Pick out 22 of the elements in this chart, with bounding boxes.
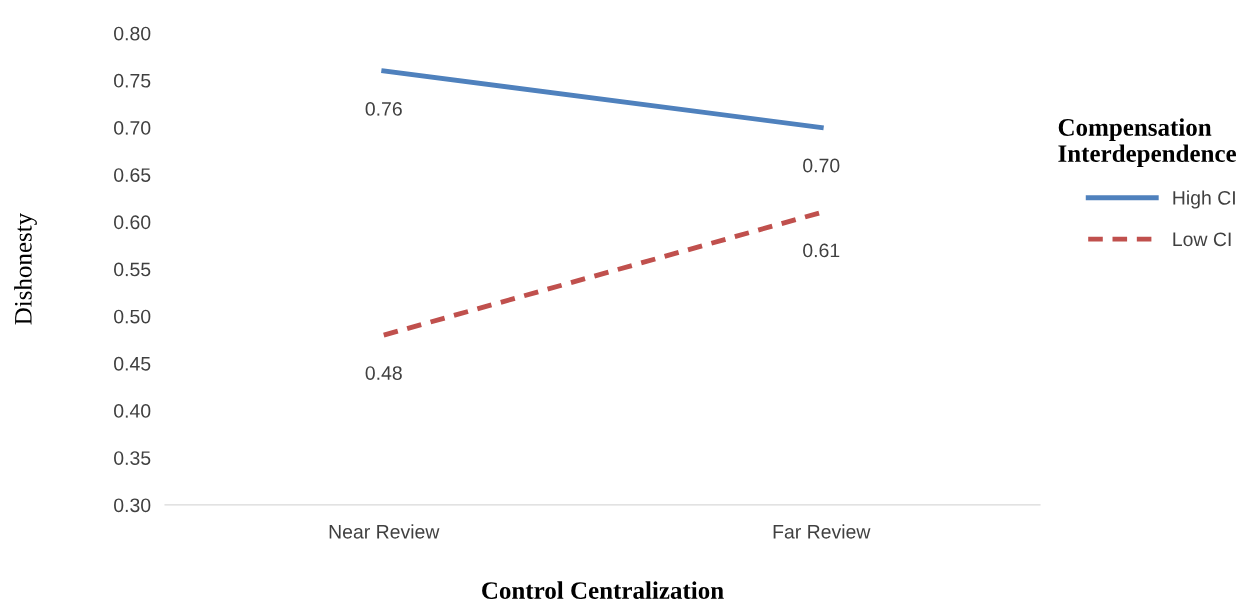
y-tick-label: 0.60	[114, 215, 151, 230]
data-label: 0.48	[365, 366, 402, 380]
data-label: 0.61	[803, 243, 840, 258]
legend-label: Low CI	[1173, 232, 1231, 247]
y-tick-label: 0.30	[114, 498, 151, 513]
x-tick-label: Far Review	[773, 524, 871, 539]
y-tick-label: 0.80	[114, 26, 151, 41]
y-tick-label: 0.40	[114, 404, 151, 418]
data-label: 0.70	[803, 158, 840, 173]
x-tick-label: Near Review	[329, 524, 440, 539]
legend-label: High CI	[1173, 190, 1235, 209]
y-tick-label: 0.55	[114, 262, 151, 277]
y-tick-label: 0.70	[114, 121, 151, 135]
legend-title: Compensation Interdependence	[1058, 118, 1236, 168]
y-axis-title: Dishonesty	[14, 212, 37, 325]
data-label: 0.76	[365, 102, 402, 116]
y-tick-label: 0.75	[114, 73, 151, 88]
y-tick-label: 0.35	[114, 451, 151, 465]
y-tick-label: 0.45	[114, 356, 151, 371]
x-axis-title: Control Centralization	[482, 581, 724, 599]
y-tick-label: 0.50	[114, 309, 151, 324]
y-tick-label: 0.65	[114, 168, 151, 182]
